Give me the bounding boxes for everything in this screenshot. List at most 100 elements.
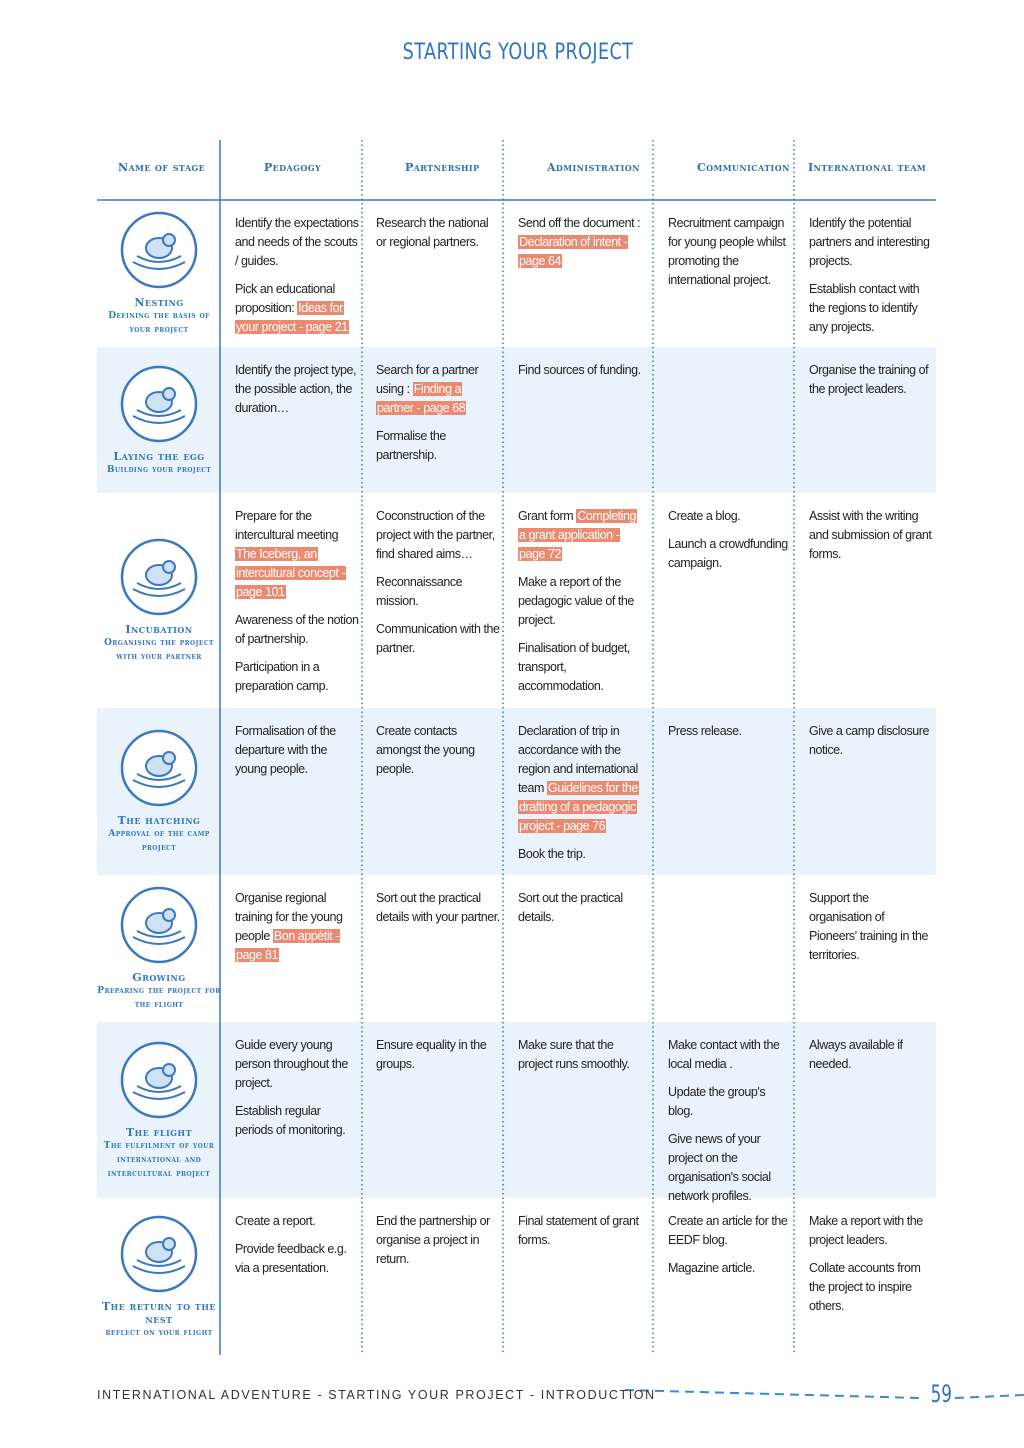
stage-subtitle: Approval of the camp project	[108, 829, 210, 853]
stage: The return to the nest reflect on your fl…	[97, 1198, 221, 1355]
cell-text: Establish contact with the regions to id…	[809, 282, 920, 334]
table-cell: Identify the potential partners and inte…	[809, 214, 933, 346]
cell-text: Communication with the partner.	[376, 622, 500, 655]
cell-text: Provide feedback e.g. via a presentation…	[235, 1242, 347, 1275]
table-cell: Prepare for the intercultural meeting Th…	[235, 507, 359, 705]
cell-text: Make a report with the project leaders.	[809, 1214, 923, 1247]
cell-text: Make sure that the project runs smoothly…	[518, 1038, 630, 1071]
table-cell: Organise the training of the project lea…	[809, 361, 933, 408]
reference-link[interactable]: Declaration of intent - page 64	[518, 235, 629, 268]
cell-text: Identify the project type, the possible …	[235, 363, 357, 415]
stage-subtitle: Organising the project with your partner	[104, 638, 214, 662]
stage-subtitle: Preparing the project for the flight	[97, 986, 221, 1010]
cell-text: Establish regular periods of monitoring.	[235, 1104, 346, 1137]
cell-text: Create contacts amongst the young people…	[376, 724, 475, 776]
cell-paragraph: Organise regional training for the young…	[235, 889, 359, 965]
cell-paragraph: Prepare for the intercultural meeting Th…	[235, 507, 359, 602]
cell-paragraph: Grant form Completing a grant applicatio…	[518, 507, 642, 564]
cell-text: Collate accounts from the project to ins…	[809, 1261, 921, 1313]
stage-name: The return to the nest	[102, 1299, 216, 1326]
cell-text: Ensure equality in the groups.	[376, 1038, 487, 1071]
table-cell: Always available if needed.	[809, 1036, 933, 1083]
cell-text: Recruitment campaign for young people wh…	[668, 216, 786, 287]
table-cell: Create an article for the EEDF blog. Maga…	[668, 1212, 792, 1287]
cell-text: Research the national or regional partne…	[376, 216, 489, 249]
cell-text: Reconnaissance mission.	[376, 575, 463, 608]
column-header: Name of stage	[118, 161, 206, 174]
table-cell: Final statement of grant forms.	[518, 1212, 642, 1259]
table-cell: Make sure that the project runs smoothly…	[518, 1036, 642, 1083]
table-cell: Organise regional training for the young…	[235, 889, 359, 974]
stage: Incubation Organising the project with yo…	[97, 493, 221, 708]
cell-text: Identify the expectations and needs of t…	[235, 216, 359, 268]
cell-text: Sort out the practical details.	[518, 891, 623, 924]
stage-name: The flight	[125, 1125, 193, 1139]
cell-text: Create a report.	[235, 1214, 316, 1228]
column-header: Communication	[697, 161, 790, 174]
table-cell: Create contacts amongst the young people…	[376, 722, 500, 788]
table-cell: Press release.	[668, 722, 792, 750]
stage: Nesting Defining the basis of your projec…	[97, 200, 221, 347]
cell-text: Formalise the partnership.	[376, 429, 446, 462]
stage-icon	[120, 729, 198, 807]
table-cell: Grant form Completing a grant applicatio…	[518, 507, 642, 705]
stage-icon	[120, 886, 198, 964]
stage-name: Incubation	[125, 623, 193, 636]
table-cell: Create a blog. Launch a crowdfunding camp…	[668, 507, 792, 582]
cell-paragraph: Send off the document : Declaration of i…	[518, 214, 642, 271]
cell-text: Coconstruction of the project with the p…	[376, 509, 495, 561]
column-header: International team	[808, 161, 927, 174]
row-band	[97, 708, 936, 875]
cell-text: Give a camp disclosure notice.	[809, 724, 930, 757]
cell-text: Assist with the writing and submission o…	[809, 509, 932, 561]
table-cell: Guide every young person throughout the …	[235, 1036, 359, 1149]
cell-text: Prepare for the intercultural meeting	[235, 509, 339, 542]
cell-text: Grant form	[518, 509, 574, 523]
table-cell: Sort out the practical details.	[518, 889, 642, 936]
column-header: Partnership	[405, 161, 480, 174]
cell-text: Create a blog.	[668, 509, 741, 523]
cell-text: Book the trip.	[518, 847, 586, 861]
cell-text: Support the organisation of Pioneers' tr…	[809, 891, 928, 962]
stage-name: Laying the egg	[113, 449, 205, 463]
cell-text: Make contact with the local media .	[668, 1038, 780, 1071]
stage-name: Nesting	[134, 296, 184, 309]
stage-icon	[120, 365, 198, 442]
stage-subtitle: Defining the basis of your project	[108, 311, 210, 335]
table-cell: Search for a partner using : Finding a p…	[376, 361, 500, 474]
column-header: Pedagogy	[264, 161, 322, 174]
table-cell: Declaration of trip in accordance with t…	[518, 722, 642, 873]
table-cell: Research the national or regional partne…	[376, 214, 500, 261]
reference-link[interactable]: The Iceberg, an intercultural concept - …	[235, 547, 347, 599]
cell-text: Formalisation of the departure with the …	[235, 724, 336, 776]
cell-text: Organise the training of the project lea…	[809, 363, 929, 396]
cell-text: Send off the document :	[518, 216, 641, 230]
cell-text: Search for a partner using :	[376, 363, 479, 396]
cell-paragraph: Pick an educational proposition: Ideas f…	[235, 280, 359, 337]
cell-text: Find sources of funding.	[518, 363, 641, 377]
table-cell: End the partnership or organise a projec…	[376, 1212, 500, 1278]
stage-subtitle: Building your project	[106, 464, 212, 475]
stage: The hatching Approval of the camp project	[97, 708, 221, 875]
cell-text: Create an article for the EEDF blog.	[668, 1214, 788, 1247]
cell-text: Final statement of grant forms.	[518, 1214, 639, 1247]
table-cell: Sort out the practical details with your…	[376, 889, 500, 936]
cell-text: Always available if needed.	[809, 1038, 903, 1071]
cell-text: Update the group's blog.	[668, 1085, 766, 1118]
stage-name: The hatching	[117, 814, 201, 827]
table-cell: Support the organisation of Pioneers' tr…	[809, 889, 933, 974]
stage: Laying the egg Building your project	[97, 347, 221, 493]
table-cell: Coconstruction of the project with the p…	[376, 507, 500, 667]
stage-name: Growing	[132, 971, 186, 984]
cell-text: Pick an educational proposition:	[235, 282, 335, 315]
stage-icon	[120, 538, 198, 616]
stage-subtitle: reflect on your flight	[105, 1327, 213, 1338]
cell-text: Participation in a preparation camp.	[235, 660, 329, 693]
footer-text: INTERNATIONAL ADVENTURE - STARTING YOUR …	[97, 1388, 656, 1402]
cell-text: Declaration of trip in accordance with t…	[518, 724, 638, 795]
cell-text: Finalisation of budget, transport, accom…	[518, 641, 630, 693]
stage-icon	[120, 1215, 198, 1292]
table-cell: Assist with the writing and submission o…	[809, 507, 933, 573]
table-cell: Ensure equality in the groups.	[376, 1036, 500, 1083]
